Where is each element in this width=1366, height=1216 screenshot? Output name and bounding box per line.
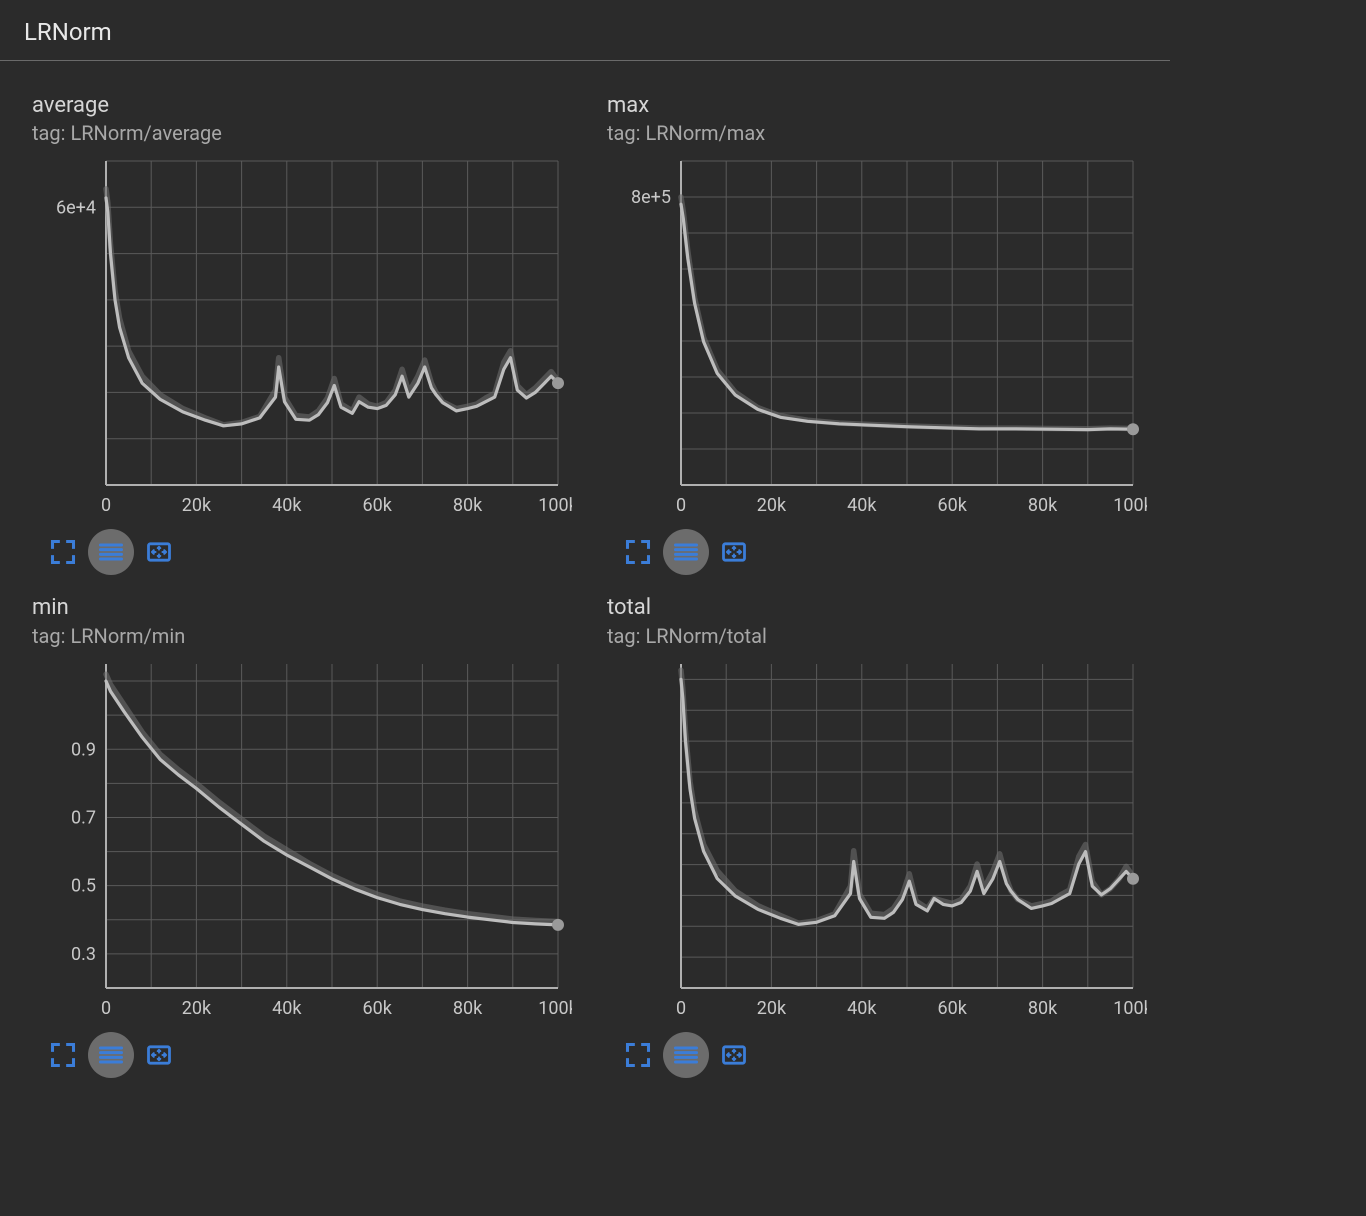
fit-icon [720,538,748,566]
chart-title: max [607,93,1154,119]
chart-cell-min: min tag: LRNorm/min 0 20k 40k 60k 80k 100k 0.3 0.… [10,587,585,1081]
chart-cell-total: total tag: LRNorm/total 0 20k 40k 60k 80k 100k [585,587,1160,1081]
svg-text:20k: 20k [182,495,212,516]
expand-button[interactable] [46,535,80,569]
svg-text:80k: 80k [1028,998,1058,1019]
svg-text:0: 0 [676,495,686,516]
expand-button[interactable] [621,1038,655,1072]
fit-domain-button[interactable] [717,535,751,569]
svg-text:0.7: 0.7 [71,807,96,828]
svg-text:40k: 40k [847,998,877,1019]
chart-controls [32,523,579,575]
chart-subtitle: tag: LRNorm/total [607,624,1154,648]
chart-subtitle: tag: LRNorm/max [607,121,1154,145]
chart-title: min [32,595,579,621]
svg-text:20k: 20k [757,998,787,1019]
svg-text:60k: 60k [938,998,968,1019]
lines-icon [97,538,125,566]
lines-icon [672,1041,700,1069]
chart-title: average [32,93,579,119]
svg-text:40k: 40k [847,495,877,516]
toggle-log-button[interactable] [88,529,134,575]
svg-text:0: 0 [676,998,686,1019]
svg-text:80k: 80k [453,495,483,516]
svg-text:20k: 20k [757,495,787,516]
svg-text:0.5: 0.5 [71,875,96,896]
chart-controls [607,523,1154,575]
scalar-panel: LRNorm averagetag: LRNorm/average 0 20k 40k… [0,0,1170,1092]
svg-text:40k: 40k [272,998,302,1019]
svg-text:80k: 80k [453,998,483,1019]
chart-controls [32,1026,579,1078]
svg-text:0: 0 [101,495,111,516]
chart-subtitle: tag: LRNorm/min [32,624,579,648]
expand-icon [49,538,77,566]
chart-title: total [607,595,1154,621]
svg-text:60k: 60k [363,998,393,1019]
svg-text:6e+4: 6e+4 [56,198,96,219]
lines-icon [97,1041,125,1069]
chart-plot[interactable]: 0 20k 40k 60k 80k 100k 6e+4 [32,153,572,523]
svg-text:80k: 80k [1028,495,1058,516]
fit-domain-button[interactable] [142,1038,176,1072]
chart-plot[interactable]: 0 20k 40k 60k 80k 100k [607,656,1147,1026]
svg-text:0.9: 0.9 [71,739,96,760]
svg-text:8e+5: 8e+5 [631,187,671,208]
svg-text:40k: 40k [272,495,302,516]
svg-text:0.3: 0.3 [71,944,96,965]
chart-plot[interactable]: 0 20k 40k 60k 80k 100k 0.3 0.5 0.7 0.9 [32,656,572,1026]
expand-icon [624,538,652,566]
expand-icon [624,1041,652,1069]
panel-title: LRNorm [0,0,1170,61]
charts-grid: averagetag: LRNorm/average 0 20k 40k 60k 80k 1… [0,61,1170,1092]
chart-subtitle: tag: LRNorm/average [32,121,579,145]
svg-text:60k: 60k [363,495,393,516]
toggle-log-button[interactable] [663,1032,709,1078]
svg-text:20k: 20k [182,998,212,1019]
chart-cell-max: maxtag: LRNorm/max 0 20k 40k 60k 80k 100k 8e+5 [585,85,1160,579]
svg-text:0: 0 [101,998,111,1019]
fit-domain-button[interactable] [717,1038,751,1072]
expand-icon [49,1041,77,1069]
svg-text:100k: 100k [1113,495,1147,516]
chart-controls [607,1026,1154,1078]
svg-text:60k: 60k [938,495,968,516]
toggle-log-button[interactable] [88,1032,134,1078]
chart-cell-average: averagetag: LRNorm/average 0 20k 40k 60k 80k 1… [10,85,585,579]
chart-plot[interactable]: 0 20k 40k 60k 80k 100k 8e+5 [607,153,1147,523]
svg-text:100k: 100k [1113,998,1147,1019]
expand-button[interactable] [46,1038,80,1072]
fit-domain-button[interactable] [142,535,176,569]
lines-icon [672,538,700,566]
fit-icon [145,1041,173,1069]
fit-icon [720,1041,748,1069]
fit-icon [145,538,173,566]
toggle-log-button[interactable] [663,529,709,575]
svg-text:100k: 100k [538,495,572,516]
expand-button[interactable] [621,535,655,569]
svg-text:100k: 100k [538,998,572,1019]
